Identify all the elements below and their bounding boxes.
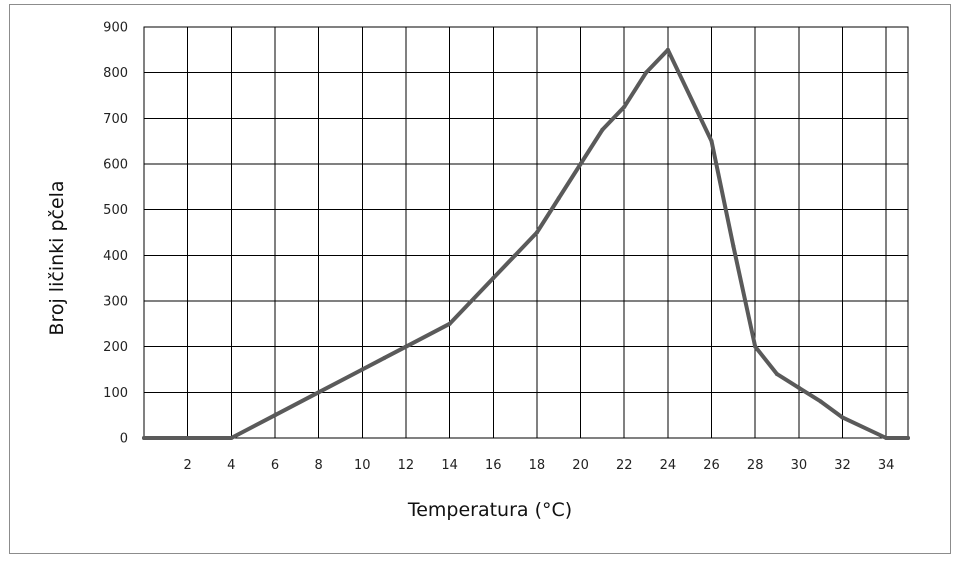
x-tick-label: 28 xyxy=(747,458,764,473)
y-tick-label: 600 xyxy=(103,158,128,173)
y-tick-label: 0 xyxy=(120,432,128,447)
data-point xyxy=(753,344,758,349)
data-point xyxy=(447,321,452,326)
x-tick-label: 24 xyxy=(660,458,677,473)
data-point xyxy=(622,104,627,109)
data-point xyxy=(491,276,496,281)
y-tick-label: 400 xyxy=(103,249,128,264)
y-tick-label: 200 xyxy=(103,340,128,355)
data-point xyxy=(272,413,277,418)
data-point xyxy=(665,47,670,52)
x-tick-label: 10 xyxy=(354,458,371,473)
x-tick-label: 26 xyxy=(703,458,720,473)
data-point xyxy=(403,344,408,349)
x-tick-label: 8 xyxy=(314,458,322,473)
data-point xyxy=(818,399,823,404)
data-point xyxy=(796,385,801,390)
data-point xyxy=(360,367,365,372)
x-tick-label: 16 xyxy=(485,458,502,473)
data-point xyxy=(644,70,649,75)
x-tick-label: 20 xyxy=(572,458,589,473)
x-tick-label: 18 xyxy=(529,458,546,473)
y-tick-label: 500 xyxy=(103,203,128,218)
data-point xyxy=(709,139,714,144)
x-tick-label: 14 xyxy=(441,458,458,473)
y-tick-label: 300 xyxy=(103,295,128,310)
data-point xyxy=(906,436,910,440)
data-point xyxy=(840,415,845,420)
plot-area xyxy=(143,26,909,439)
y-tick-label: 700 xyxy=(103,112,128,127)
data-point xyxy=(534,230,539,235)
chart-frame xyxy=(9,4,951,554)
x-tick-label: 2 xyxy=(184,458,192,473)
data-point xyxy=(382,356,387,361)
grid xyxy=(143,26,909,439)
data-point xyxy=(600,127,605,132)
x-tick-labels: 2 4 6 8 10 12 14 16 18 20 22 24 26 28 30 32 34 xyxy=(184,458,895,473)
y-tick-labels: 0 100 200 300 400 500 600 700 800 900 xyxy=(103,21,128,447)
data-point xyxy=(884,436,889,440)
series-line xyxy=(142,47,910,440)
data-point xyxy=(731,244,736,249)
data-point xyxy=(229,436,234,440)
x-tick-label: 32 xyxy=(834,458,851,473)
data-point xyxy=(316,390,321,395)
y-tick-label: 800 xyxy=(103,66,128,81)
data-point xyxy=(556,196,561,201)
x-tick-label: 12 xyxy=(398,458,415,473)
data-point xyxy=(578,162,583,166)
y-tick-label: 900 xyxy=(103,21,128,36)
data-point xyxy=(142,436,146,440)
x-tick-label: 6 xyxy=(271,458,279,473)
x-tick-label: 4 xyxy=(227,458,235,473)
y-tick-label: 100 xyxy=(103,386,128,401)
x-axis-title: Temperatura (°C) xyxy=(407,499,572,521)
x-tick-label: 22 xyxy=(616,458,633,473)
data-point xyxy=(513,253,518,258)
y-axis-title: Broj ličinki pčela xyxy=(46,180,68,335)
x-tick-label: 34 xyxy=(878,458,895,473)
data-point xyxy=(185,436,190,440)
series-lines xyxy=(142,47,910,440)
data-point xyxy=(775,372,780,377)
x-tick-label: 30 xyxy=(791,458,808,473)
